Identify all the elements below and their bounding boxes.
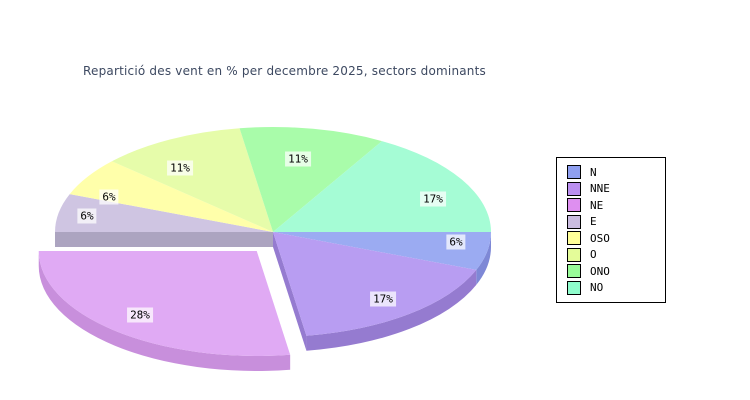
- pie-slice-side-NE: [38, 250, 291, 371]
- slice-label-ONO: 11%: [285, 151, 311, 167]
- legend-swatch-N: [567, 165, 581, 180]
- slice-label-NO: 17%: [420, 191, 446, 207]
- legend-item-NE: NE: [567, 198, 661, 213]
- pie-slice-ONO: [239, 127, 382, 232]
- legend-label-NO: NO: [590, 281, 604, 294]
- legend-swatch-O: [567, 247, 581, 262]
- legend-swatch-NE: [567, 198, 581, 213]
- pie-slice-OSO: [69, 161, 273, 232]
- pie-slice-cut-E: [55, 232, 273, 247]
- legend-label-OSO: OSO: [590, 231, 610, 245]
- slice-label-E: 6%: [77, 208, 97, 224]
- legend-item-E: E: [567, 214, 661, 229]
- legend-label-NE: NE: [590, 198, 604, 212]
- slice-label-N: 6%: [446, 234, 466, 250]
- pie-slice-NO: [273, 141, 491, 232]
- slice-label-NE: 28%: [127, 307, 153, 323]
- legend-label-NNE: NNE: [590, 182, 610, 196]
- pie-slice-NE: [38, 250, 291, 356]
- pie-slice-side-NNE: [306, 269, 477, 351]
- chart-title: Repartició des vent en % per decembre 20…: [83, 64, 486, 78]
- pie-slice-cut-NNE: [273, 232, 307, 351]
- legend-item-OSO: OSO: [567, 231, 661, 246]
- pie-slice-O: [111, 128, 273, 232]
- pie-slice-side-N: [476, 232, 491, 285]
- legend-label-O: O: [590, 248, 597, 262]
- slice-label-O: 11%: [167, 160, 193, 176]
- legend-label-ONO: ONO: [590, 264, 610, 278]
- pie-slice-N: [273, 232, 491, 270]
- legend-item-NNE: NNE: [567, 181, 661, 196]
- legend-item-ONO: ONO: [567, 264, 661, 279]
- legend-label-E: E: [590, 215, 597, 229]
- slice-label-NNE: 17%: [370, 291, 396, 307]
- legend-swatch-NO: [567, 280, 581, 295]
- legend-swatch-ONO: [567, 264, 581, 279]
- legend-item-N: N: [567, 165, 661, 180]
- slice-label-OSO: 6%: [99, 189, 119, 205]
- legend-item-O: O: [567, 247, 661, 262]
- pie-slice-NNE: [273, 232, 477, 336]
- legend: N NNE NE E OSO O ONO NO: [556, 157, 666, 303]
- legend-swatch-NNE: [567, 181, 581, 196]
- legend-label-N: N: [590, 165, 597, 179]
- legend-swatch-E: [567, 214, 581, 229]
- legend-swatch-OSO: [567, 231, 581, 246]
- legend-item-NO: NO: [567, 280, 661, 295]
